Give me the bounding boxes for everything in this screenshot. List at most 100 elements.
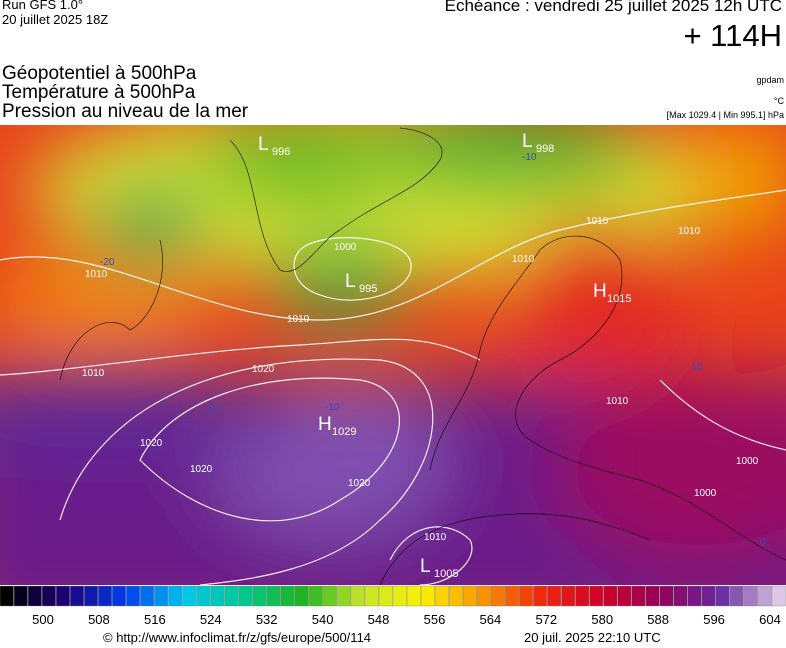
colorbar-swatch — [448, 585, 463, 607]
center-kind: L — [522, 131, 533, 152]
colorbar-tick-label: 516 — [144, 612, 166, 627]
isobar-label: 1020 — [348, 478, 371, 489]
colorbar-swatch — [350, 585, 365, 607]
colorbar-swatch — [477, 585, 491, 607]
colorbar-swatch — [322, 585, 337, 607]
colorbar-swatch — [561, 585, 576, 607]
colorbar-swatch — [533, 585, 548, 607]
center-kind: H — [593, 281, 607, 302]
colorbar-swatch — [617, 585, 632, 607]
colorbar-swatch — [55, 585, 70, 607]
source-url: © http://www.infoclimat.fr/z/gfs/europe/… — [103, 630, 372, 645]
colorbar-swatch — [98, 585, 112, 607]
unit-label: [Max 1029.4 | Min 995.1] hPa — [666, 110, 784, 120]
unit-label: °C — [773, 96, 784, 106]
colorbar-swatch — [378, 585, 393, 607]
title-line: Température à 500hPa — [2, 82, 196, 103]
temperature-label: -10 — [325, 402, 340, 413]
colorbar-tick-label: 524 — [200, 612, 222, 627]
colorbar-swatch — [27, 585, 42, 607]
colorbar-swatch — [210, 585, 225, 607]
colorbar-swatch — [392, 585, 407, 607]
temperature-label: -10 — [688, 362, 703, 373]
colorbar-swatch — [294, 585, 309, 607]
colorbar-swatch — [140, 585, 155, 607]
colorbar-swatch — [168, 585, 183, 607]
colorbar-swatch — [280, 585, 295, 607]
isobar-label: 1020 — [252, 364, 275, 375]
colorbar-swatch — [420, 585, 435, 607]
unit-label: gpdam — [756, 75, 784, 85]
colorbar-tick-label: 588 — [647, 612, 669, 627]
isobar-label: 1000 — [736, 456, 759, 467]
temperature-label: -10 — [204, 404, 219, 415]
colorbar-tick-label: 540 — [312, 612, 334, 627]
center-value: 998 — [536, 143, 554, 155]
colorbar-swatch — [364, 585, 379, 607]
colorbar-tick-label: 564 — [480, 612, 502, 627]
center-kind: H — [318, 414, 332, 435]
colorbar-swatch — [434, 585, 449, 607]
isobar-label: 1020 — [140, 438, 163, 449]
colorbar-swatch — [715, 585, 730, 607]
colorbar-swatch — [84, 585, 98, 607]
colorbar-tick-label: 580 — [591, 612, 613, 627]
colorbar-swatch — [41, 585, 56, 607]
center-kind: L — [345, 271, 356, 292]
colorbar-swatch — [252, 585, 267, 607]
colorbar-swatch — [589, 585, 604, 607]
colorbar-swatch — [0, 585, 14, 607]
isobar-label: 1010 — [512, 254, 535, 265]
title-line: Géopotentiel à 500hPa — [2, 63, 197, 84]
echeance: Echéance : vendredi 25 juillet 2025 12h … — [444, 0, 782, 15]
map-field — [0, 125, 786, 585]
colorbar-tick-label: 500 — [32, 612, 54, 627]
colorbar-tick-label: 596 — [703, 612, 725, 627]
colorbar-swatch — [743, 585, 758, 607]
colorbar-swatch — [491, 585, 505, 607]
run-label: Run GFS 1.0° — [2, 0, 84, 12]
temperature-label: -10 — [522, 152, 537, 163]
colorbar-swatch — [224, 585, 239, 607]
colorbar-tick-label: 508 — [88, 612, 110, 627]
colorbar-tick-label: 532 — [256, 612, 278, 627]
isobar-label: 1010 — [424, 532, 447, 543]
colorbar-swatch — [126, 585, 141, 607]
colorbar-swatch — [659, 585, 674, 607]
isobar-label: 1010 — [678, 226, 701, 237]
colorbar-swatch — [112, 585, 127, 607]
colorbar-swatch — [575, 585, 590, 607]
colorbar-swatch — [154, 585, 169, 607]
isobar-label: 1010 — [82, 368, 105, 379]
colorbar-tick-label: 572 — [535, 612, 557, 627]
colorbar-swatch — [701, 585, 716, 607]
colorbar-swatch — [729, 585, 744, 607]
timestamp: 20 juil. 2025 22:10 UTC — [524, 630, 661, 645]
colorbar-swatch — [771, 585, 786, 607]
center-value: 996 — [272, 146, 290, 158]
colorbar-swatch — [13, 585, 28, 607]
colorbar-swatch — [757, 585, 772, 607]
colorbar-swatch — [406, 585, 421, 607]
colorbar-swatch — [673, 585, 688, 607]
center-kind: L — [420, 556, 431, 577]
center-value: 1029 — [332, 426, 356, 438]
colorbar-swatch — [547, 585, 562, 607]
colorbar-tick-label: 604 — [759, 612, 781, 627]
center-kind: L — [258, 134, 269, 155]
colorbar-tick-label: 548 — [368, 612, 390, 627]
colorbar-swatch — [336, 585, 351, 607]
lead-time: + 114H — [683, 18, 782, 53]
isobar-label: 1000 — [334, 242, 357, 253]
center-value: 1015 — [607, 293, 631, 305]
isobar-label: 1010 — [586, 216, 609, 227]
colorbar-swatch — [519, 585, 534, 607]
colorbar-swatch — [687, 585, 702, 607]
colorbar-swatch — [462, 585, 477, 607]
title-line: Pression au niveau de la mer — [2, 101, 249, 122]
colorbar-swatch — [505, 585, 520, 607]
isobar-label: 1010 — [287, 314, 310, 325]
colorbar-swatch — [308, 585, 323, 607]
